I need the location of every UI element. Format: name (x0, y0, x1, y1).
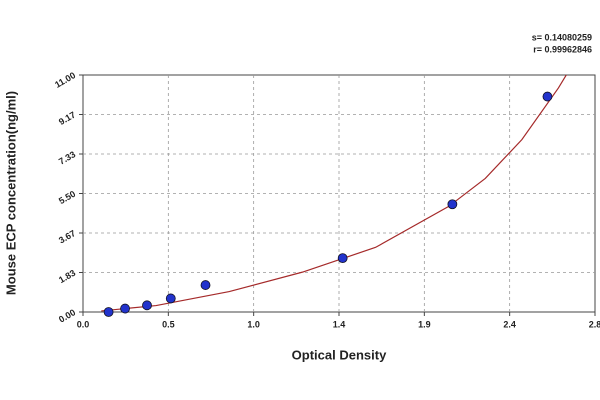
y-tick-label: 11.00 (53, 70, 77, 90)
annotation: s= 0.14080259 (532, 32, 592, 42)
y-tick-label: 9.17 (57, 110, 77, 127)
data-point (200, 280, 211, 290)
data-point (165, 293, 176, 304)
y-tick-label: 0.00 (57, 307, 77, 324)
data-point (337, 253, 348, 264)
y-tick-label: 7.33 (57, 149, 77, 166)
x-tick-label: 1.4 (333, 319, 346, 329)
y-tick-label: 3.67 (57, 228, 77, 245)
data-point (447, 199, 458, 210)
x-tick-label: 0.5 (162, 319, 175, 329)
annotation: r= 0.99962846 (533, 44, 592, 54)
plot-area (101, 75, 567, 312)
x-tick-label: 1.0 (247, 319, 260, 329)
x-tick-label: 2.4 (503, 319, 516, 329)
y-axis-title: Mouse ECP concentration(ng/ml) (3, 91, 18, 295)
data-point (120, 303, 130, 314)
plot-frame (82, 74, 596, 313)
y-tick-label: 1.83 (57, 268, 77, 285)
x-tick-label: 0.0 (77, 319, 90, 329)
data-point (142, 300, 152, 311)
fit-curve (101, 75, 567, 312)
x-tick-label: 1.9 (418, 319, 431, 329)
data-point (103, 307, 114, 317)
x-tick-label: 2.8 (589, 319, 600, 329)
y-tick-label: 5.50 (57, 189, 77, 206)
data-point (542, 91, 553, 102)
x-axis-title: Optical Density (292, 347, 387, 362)
